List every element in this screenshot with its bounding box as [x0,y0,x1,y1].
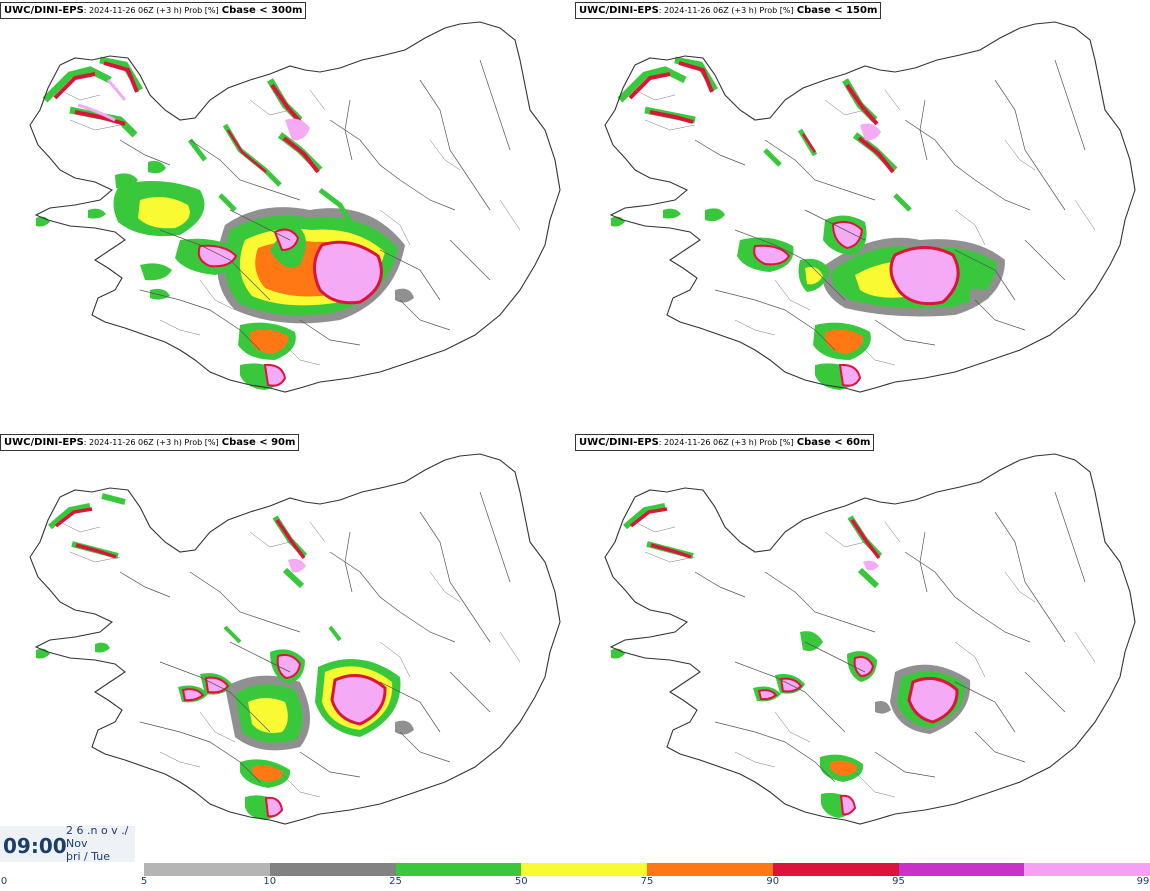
legend-swatch [269,863,396,876]
valid-date-is: 2 6 .n o v ./ [66,824,129,837]
run-info: : 2024-11-26 06Z (+3 h) Prob [%] [658,438,794,447]
legend-tick-label: 95 [892,876,905,887]
legend-tick-label: 0 [0,876,8,887]
map-panel-cbase-300: UWC/DINI-EPS: 2024-11-26 06Z (+3 h) Prob… [0,0,575,430]
legend-tick-label: 5 [140,876,148,887]
panel-title: UWC/DINI-EPS: 2024-11-26 06Z (+3 h) Prob… [0,2,307,19]
model-name: UWC/DINI-EPS [4,5,84,16]
panel-title: UWC/DINI-EPS: 2024-11-26 06Z (+3 h) Prob… [0,434,300,451]
legend-tick-label: 50 [514,876,528,887]
legend-tick-label: 90 [766,876,780,887]
legend-swatch [395,863,522,876]
map-panel-cbase-150: UWC/DINI-EPS: 2024-11-26 06Z (+3 h) Prob… [575,0,1150,430]
run-info: : 2024-11-26 06Z (+3 h) Prob [%] [658,6,794,15]
legend-swatch [772,863,899,876]
run-info: : 2024-11-26 06Z (+3 h) Prob [%] [83,438,219,447]
legend-swatch [1024,863,1150,876]
legend-swatch [647,863,773,876]
iceland-map [604,453,1136,825]
parameter-label: Cbase < 90m [221,437,296,448]
parameter-label: Cbase < 60m [796,437,871,448]
valid-time: 09:00 [3,834,67,858]
valid-time-box: 09:00 2 6 .n o v ./ Nov þri / Tue [0,824,135,862]
parameter-label: Cbase < 150m [796,5,878,16]
valid-weekday: þri / Tue [66,850,111,862]
legend-tick-label: 10 [263,876,277,887]
legend-swatch [898,863,1025,876]
map-panel-cbase-90: UWC/DINI-EPS: 2024-11-26 06Z (+3 h) Prob… [0,432,575,862]
legend-tick-label: 99 [1136,876,1150,887]
iceland-map [29,453,561,825]
legend-swatch [144,863,270,876]
model-name: UWC/DINI-EPS [579,437,659,448]
legend-swatch [521,863,647,876]
iceland-map [604,21,1136,430]
model-name: UWC/DINI-EPS [4,437,84,448]
legend-ticks: 0 5 10 25 50 75 90 95 99 [0,876,1150,890]
parameter-label: Cbase < 300m [221,5,303,16]
valid-month-en: Nov [66,837,88,850]
model-name: UWC/DINI-EPS [579,5,659,16]
legend-tick-label: 75 [640,876,654,887]
map-panel-cbase-60: UWC/DINI-EPS: 2024-11-26 06Z (+3 h) Prob… [575,432,1150,862]
panel-title: UWC/DINI-EPS: 2024-11-26 06Z (+3 h) Prob… [575,434,875,451]
legend-tick-label: 25 [389,876,402,887]
run-info: : 2024-11-26 06Z (+3 h) Prob [%] [83,6,219,15]
iceland-map [29,21,561,430]
panel-title: UWC/DINI-EPS: 2024-11-26 06Z (+3 h) Prob… [575,2,882,19]
color-legend [144,863,1150,876]
